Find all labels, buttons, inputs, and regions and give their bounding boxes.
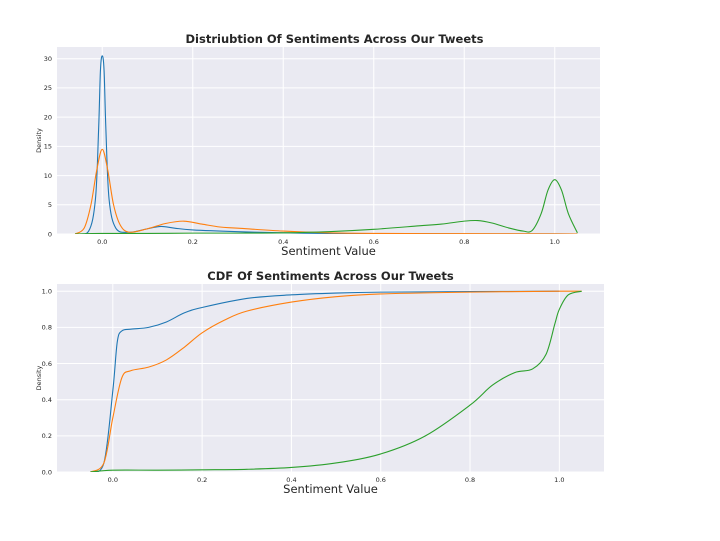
series-line-1	[74, 148, 578, 234]
x-axis-label: Sentiment Value	[281, 244, 376, 258]
x-tick-label: 0.4	[278, 238, 288, 246]
chart-title: Distriubtion Of Sentiments Across Our Tw…	[186, 32, 484, 46]
y-axis-label: Density	[35, 128, 43, 153]
y-tick-label: 15	[44, 143, 52, 151]
x-tick-label: 0.8	[459, 238, 469, 246]
y-axis-label: Density	[35, 365, 43, 390]
y-tick-label: 0.8	[42, 324, 52, 332]
y-tick-label: 0.6	[42, 360, 52, 368]
y-tick-label: 1.0	[42, 288, 52, 296]
x-tick-label: 1.0	[550, 238, 560, 246]
x-axis-label: Sentiment Value	[283, 482, 378, 496]
y-tick-label: 10	[44, 172, 52, 180]
chart-title: CDF Of Sentiments Across Our Tweets	[207, 269, 454, 283]
x-tick-label: 0.0	[108, 476, 118, 484]
chart-panel-1: 0.0 0.2 0.4 0.6 0.8 1.0 0.0 0.2 0.4 0.6 0.8 1.0 CDF …	[35, 269, 604, 496]
y-tick-label: 30	[44, 55, 52, 63]
x-tick-label: 0.2	[188, 238, 198, 246]
y-tick-label: 25	[44, 84, 52, 92]
plot-background	[57, 47, 600, 234]
x-tick-label: 0.0	[97, 238, 107, 246]
y-tick-label: 0	[48, 230, 52, 238]
y-tick-label: 0.4	[42, 396, 52, 404]
y-tick-label: 0.0	[42, 468, 52, 476]
y-tick-label: 20	[44, 113, 52, 121]
y-tick-label: 0.2	[42, 432, 52, 440]
series-line-2	[75, 179, 578, 234]
series-line-0	[90, 290, 560, 472]
x-tick-label: 1.0	[554, 476, 564, 484]
x-tick-label: 0.6	[369, 238, 379, 246]
x-tick-label: 0.4	[286, 476, 296, 484]
y-tick-label: 5	[48, 201, 52, 209]
plot-background	[57, 284, 604, 472]
series-line-2	[90, 290, 582, 472]
x-tick-label: 0.8	[465, 476, 475, 484]
chart-panel-0: 0.0 0.2 0.4 0.6 0.8 1.0 0 5 10 15 20 25 30 Distriubti…	[35, 32, 600, 258]
x-tick-label: 0.6	[376, 476, 386, 484]
x-tick-label: 0.2	[197, 476, 207, 484]
series-line-1	[90, 290, 582, 472]
